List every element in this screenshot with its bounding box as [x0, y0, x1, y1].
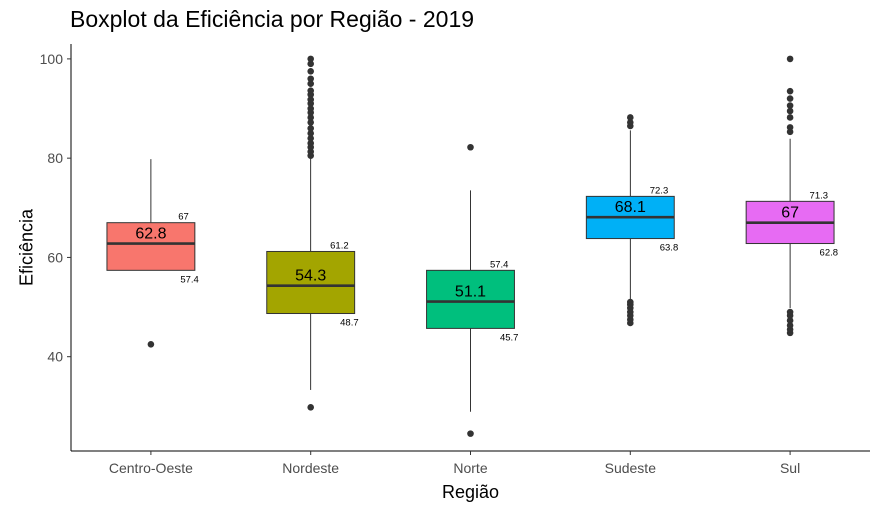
box-body [266, 250, 356, 315]
outlier-point [307, 114, 315, 121]
outlier-point [786, 114, 794, 121]
outlier-point [786, 124, 794, 131]
median-label: 51.1 [455, 284, 486, 301]
outlier-point [467, 430, 474, 437]
x-ticks: Centro-Oeste Nordeste Norte Sudeste Sul [109, 451, 800, 476]
median-label: 62.8 [135, 226, 166, 243]
box-group: 68.1 72.3 63.8 [585, 114, 679, 327]
q3-label: 61.2 [330, 240, 349, 251]
outlier-point [147, 340, 155, 348]
q3-label: 67 [178, 212, 189, 223]
outlier-point [307, 75, 315, 83]
q3-label: 72.3 [650, 185, 669, 196]
median-label: 68.1 [615, 199, 646, 216]
outlier-point [307, 119, 315, 126]
outlier-point [786, 107, 794, 115]
y-tick-label: 80 [47, 150, 63, 166]
q1-label: 57.4 [180, 274, 199, 285]
y-tick-label: 40 [47, 349, 63, 365]
x-tick-label: Norte [453, 460, 487, 476]
outlier-point [307, 125, 315, 132]
median-label: 67 [781, 205, 799, 222]
outlier-point [786, 87, 794, 95]
q1-label: 45.7 [500, 332, 519, 343]
x-tick-label: Sul [780, 460, 800, 476]
outlier-point [786, 308, 794, 316]
outlier-point [307, 139, 315, 147]
outlier-point [307, 55, 315, 63]
outlier-point [307, 80, 315, 88]
outlier-point [786, 102, 794, 109]
outlier-point [307, 87, 315, 94]
y-tick-label: 100 [40, 51, 64, 67]
x-axis-title: Região [442, 482, 499, 502]
q3-label: 57.4 [490, 259, 509, 270]
median-label: 54.3 [295, 268, 326, 285]
outlier-point [307, 60, 315, 68]
chart-title: Boxplot da Eficiência por Região - 2019 [70, 6, 475, 32]
box-group: 54.3 61.2 48.7 [266, 55, 359, 411]
y-tick-label: 60 [47, 249, 63, 265]
outlier-point [786, 55, 794, 63]
outlier-point [307, 105, 315, 112]
box-group: 67 71.3 62.8 [745, 55, 839, 337]
q1-label: 62.8 [820, 248, 839, 259]
outlier-point [786, 322, 794, 329]
outlier-point [627, 119, 634, 126]
outlier-point [307, 135, 315, 142]
box-body [426, 269, 515, 329]
box-group: 51.1 57.4 45.7 [426, 143, 519, 437]
q1-label: 63.8 [660, 243, 679, 254]
outlier-point [786, 317, 794, 324]
outlier-point [467, 143, 474, 151]
x-tick-label: Centro-Oeste [109, 460, 193, 476]
x-tick-label: Nordeste [282, 460, 339, 476]
boxes: 62.8 67 57.4 54.3 61.2 48.7 51.1 57.4 45.7 68.1 72… [106, 55, 839, 437]
outlier-point [627, 298, 634, 306]
outlier-point [307, 130, 315, 137]
box-group: 62.8 67 57.4 [106, 159, 199, 348]
x-tick-label: Sudeste [605, 460, 657, 476]
box-body [106, 222, 196, 271]
q3-label: 71.3 [810, 190, 829, 201]
y-ticks: 40 60 80 100 [40, 51, 71, 365]
y-axis-title: Eficiência [16, 208, 36, 286]
outlier-point [307, 96, 315, 103]
outlier-point [307, 404, 315, 411]
outlier-point [307, 67, 315, 75]
q1-label: 48.7 [340, 318, 359, 329]
outlier-point [786, 95, 794, 102]
outlier-point [627, 114, 634, 121]
